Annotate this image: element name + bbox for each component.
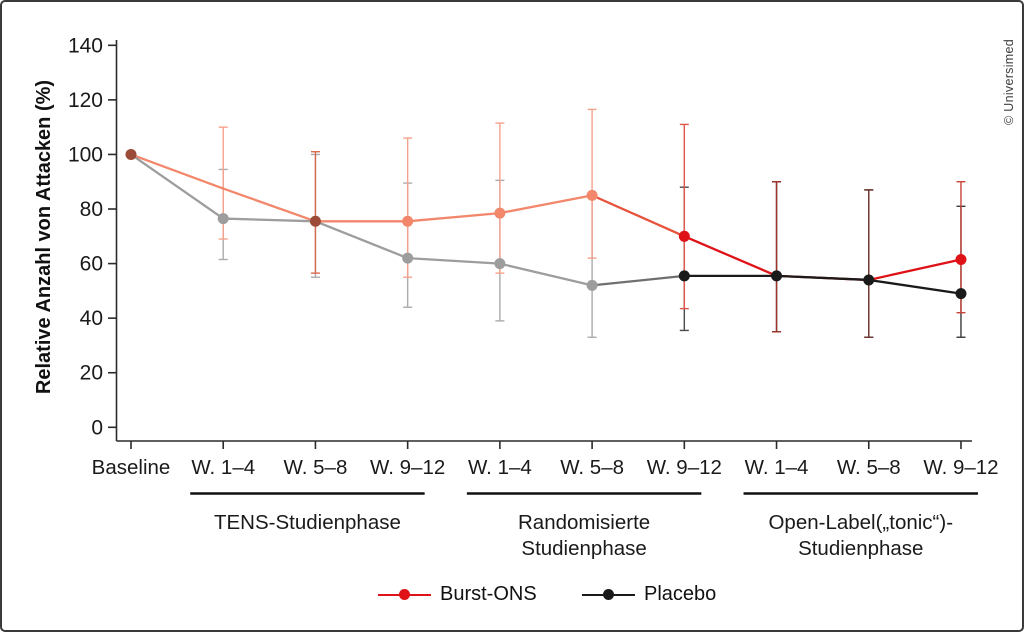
data-point — [771, 270, 783, 282]
data-point — [586, 189, 598, 201]
x-tick-labels: Baseline W. 1–4 W. 5–8 W. 9–12 W. 1–4 W. 5–8 W… — [92, 456, 999, 479]
y-tick-label: 120 — [68, 89, 103, 112]
markers-placebo — [217, 213, 967, 300]
x-tick-label: Baseline — [92, 456, 171, 479]
x-tick-label: W. 9–12 — [370, 456, 445, 479]
legend-item-placebo: Placebo — [582, 583, 716, 606]
data-point — [309, 215, 321, 227]
data-point — [863, 274, 875, 286]
series-line-placebo — [129, 153, 963, 295]
data-point — [678, 230, 690, 242]
x-tick-label: W. 1–4 — [191, 456, 255, 479]
x-tick-label: W. 5–8 — [837, 456, 901, 479]
data-point — [402, 215, 414, 227]
data-point — [217, 213, 229, 225]
x-tick-label: W. 1–4 — [745, 456, 809, 479]
x-tick-label: W. 5–8 — [560, 456, 624, 479]
data-point — [586, 279, 598, 291]
copyright-credit: © Universimed — [1002, 38, 1016, 126]
x-tick-label: W. 9–12 — [647, 456, 722, 479]
data-point — [402, 252, 414, 264]
legend-label-burst-ons: Burst-ONS — [440, 583, 537, 605]
y-tick-label: 0 — [91, 416, 103, 439]
y-tick-label: 60 — [80, 253, 103, 276]
phase-groups: TENS-Studienphase Randomisierte Studienpha… — [190, 492, 978, 560]
error-bars-burst-ons — [218, 108, 966, 338]
phase-label: Randomisierte Studienphase — [518, 511, 650, 560]
data-point — [494, 207, 506, 219]
legend-label-placebo: Placebo — [644, 583, 717, 605]
legend-dot-icon — [603, 589, 614, 600]
data-point — [955, 288, 967, 300]
x-tick-label: W. 5–8 — [284, 456, 348, 479]
y-tick-labels: 0 20 40 60 80 100 120 140 — [68, 34, 103, 439]
x-tick-label: W. 1–4 — [468, 456, 532, 479]
y-tick-label: 20 — [80, 362, 103, 385]
legend-swatch-burst-ons — [378, 589, 431, 601]
y-tick-label: 80 — [80, 198, 103, 221]
legend-dot-icon — [399, 589, 410, 600]
phase-label: Open-Label(„tonic“)-Studienphase — [768, 511, 953, 560]
data-point — [125, 148, 137, 160]
data-point — [678, 270, 690, 282]
y-axis-title: Relative Anzahl von Attacken (%) — [33, 79, 55, 395]
series-line-burst-ons — [129, 153, 963, 282]
x-tick-label: W. 9–12 — [923, 456, 998, 479]
data-point — [494, 258, 506, 270]
axes — [108, 40, 972, 449]
markers-burst-ons — [125, 148, 967, 265]
phase-label: TENS-Studienphase — [214, 511, 401, 534]
data-point — [955, 253, 967, 265]
y-tick-label: 100 — [68, 143, 103, 166]
y-tick-label: 40 — [80, 307, 103, 330]
legend-swatch-placebo — [582, 589, 635, 601]
legend-item-burst-ons: Burst-ONS — [378, 583, 537, 606]
y-tick-label: 140 — [68, 34, 103, 57]
